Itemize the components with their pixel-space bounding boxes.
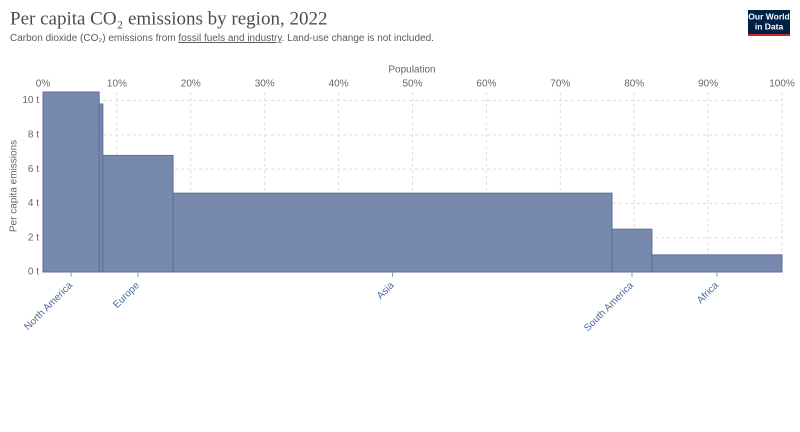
subtitle-part: Carbon dioxide (CO₂) emissions from <box>10 33 178 44</box>
logo-box <box>748 10 790 36</box>
x-tick-label: 20% <box>181 79 201 90</box>
y-tick-label: 8 t <box>28 129 39 140</box>
y-tick-label: 4 t <box>28 198 39 209</box>
x-axis-label: Population <box>388 65 435 76</box>
logo[interactable]: Our World in Data <box>748 10 790 36</box>
x-tick-label: 90% <box>698 79 718 90</box>
bar <box>102 154 174 273</box>
bar <box>98 103 104 273</box>
chart-subtitle: Carbon dioxide (CO₂) emissions from foss… <box>10 33 434 44</box>
x-tick-label: 80% <box>624 79 644 90</box>
x-tick-label: 40% <box>329 79 349 90</box>
logo-stripe <box>748 34 790 36</box>
bar <box>42 91 100 273</box>
logo-text: Our World <box>748 11 789 21</box>
x-tick-label: 70% <box>550 79 570 90</box>
x-tick-label: 0% <box>36 79 51 90</box>
x-tick-label: 50% <box>402 79 422 90</box>
bar <box>611 228 653 273</box>
y-tick-label: 2 t <box>28 232 39 243</box>
y-tick-label: 0 t <box>28 267 39 278</box>
x-tick-label: 60% <box>476 79 496 90</box>
chart-title: Per capita CO₂ emissions by region, 2022 <box>10 8 327 29</box>
x-tick-label: 10% <box>107 79 127 90</box>
logo-text: in Data <box>755 21 784 31</box>
y-axis-label: Per capita emissions <box>9 140 20 232</box>
y-tick-label: 6 t <box>28 164 39 175</box>
x-tick-label: 30% <box>255 79 275 90</box>
y-tick-label: 10 t <box>22 95 39 106</box>
subtitle-part: . Land-use change is not included. <box>282 33 434 44</box>
bar <box>172 192 613 273</box>
x-tick-label: 100% <box>769 79 795 90</box>
subtitle-link[interactable]: fossil fuels and industry <box>178 33 282 44</box>
bar <box>651 254 783 273</box>
